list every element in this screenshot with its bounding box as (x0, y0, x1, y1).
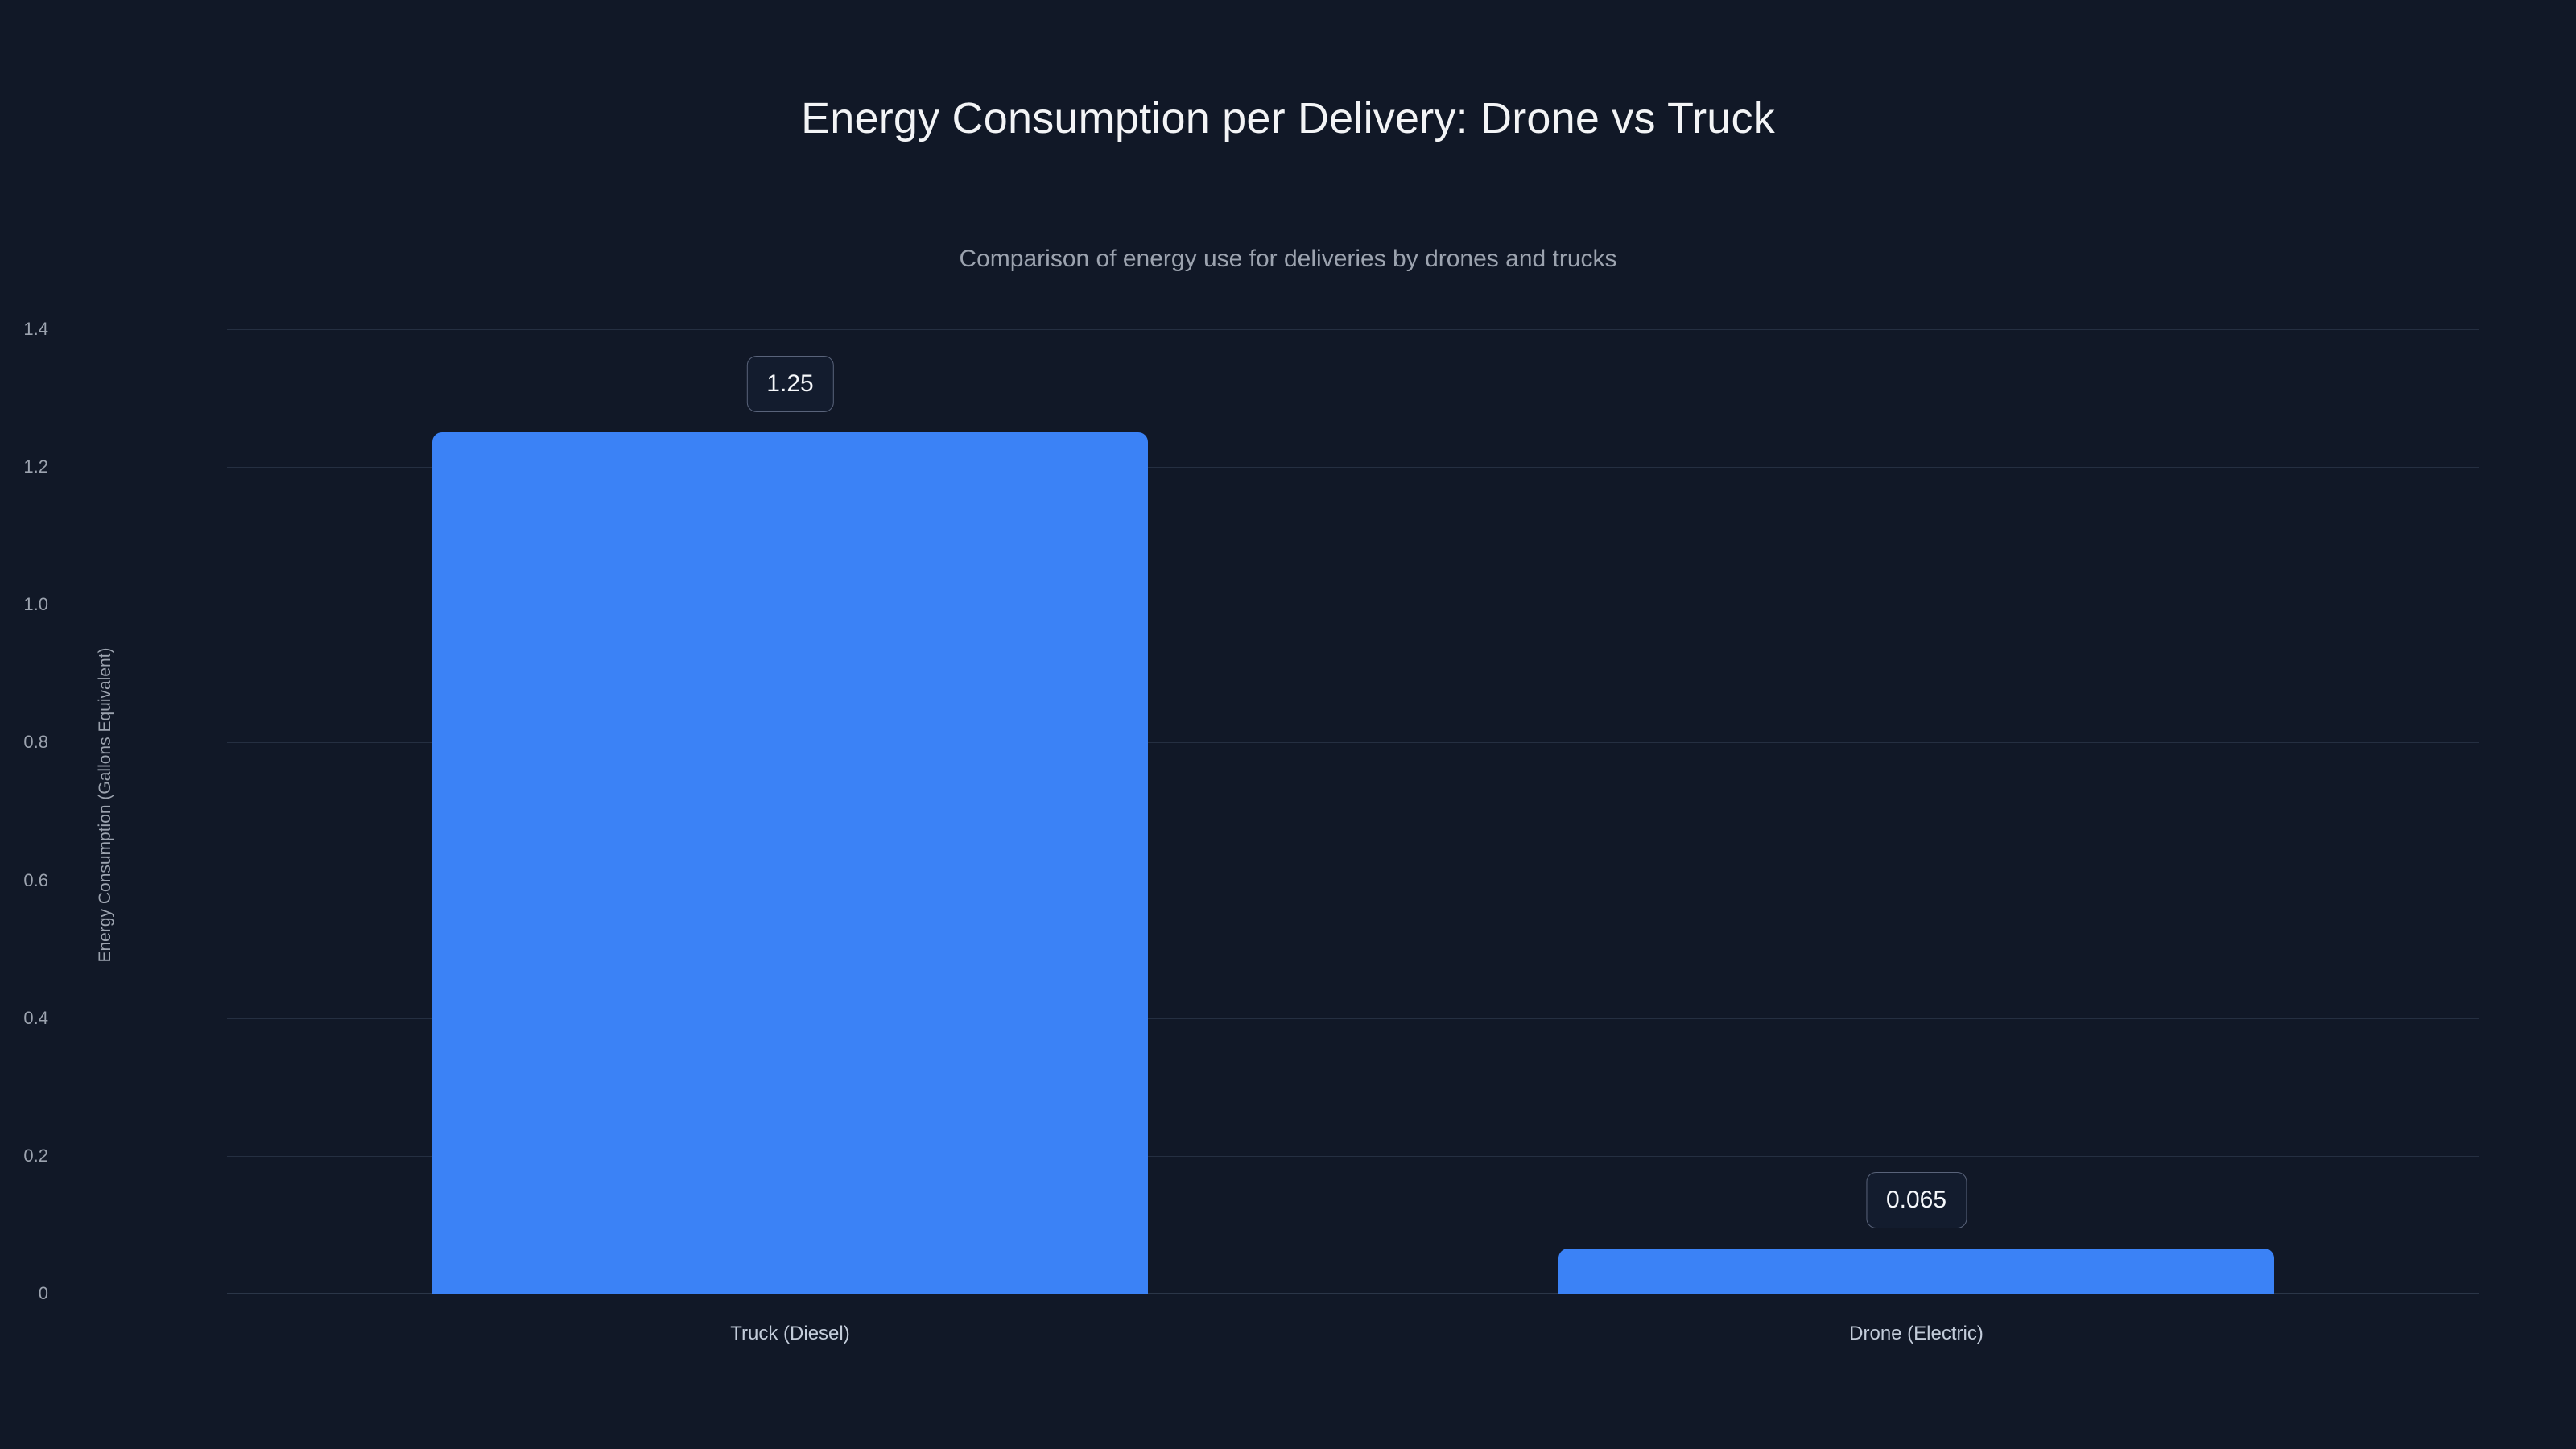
bar[interactable] (432, 432, 1148, 1294)
y-tick-label: 1.0 (23, 594, 48, 615)
x-tick-label: Truck (Diesel) (730, 1323, 850, 1344)
y-tick-label: 0.2 (23, 1145, 48, 1166)
axis-baseline (227, 1293, 2479, 1294)
gridline (227, 467, 2479, 469)
bar[interactable] (1558, 1249, 2274, 1294)
chart-subtitle: Comparison of energy use for deliveries … (959, 246, 1617, 272)
gridline (227, 1018, 2479, 1019)
gridline (227, 1155, 2479, 1157)
y-tick-label: 1.2 (23, 456, 48, 477)
bar-value-label: 1.25 (746, 356, 834, 413)
chart-title: Energy Consumption per Delivery: Drone v… (801, 94, 1775, 142)
y-tick-label: 0.8 (23, 732, 48, 753)
gridline (227, 329, 2479, 330)
gridline (227, 742, 2479, 744)
y-tick-label: 0.4 (23, 1007, 48, 1028)
x-tick-label: Drone (Electric) (1849, 1323, 1984, 1344)
y-tick-label: 1.4 (23, 319, 48, 339)
y-tick-label: 0 (38, 1283, 48, 1303)
y-axis-title: Energy Consumption (Gallons Equivalent) (96, 647, 114, 963)
bar-value-label: 0.065 (1865, 1172, 1967, 1229)
y-tick-label: 0.6 (23, 869, 48, 890)
plot-area (227, 329, 2479, 1294)
